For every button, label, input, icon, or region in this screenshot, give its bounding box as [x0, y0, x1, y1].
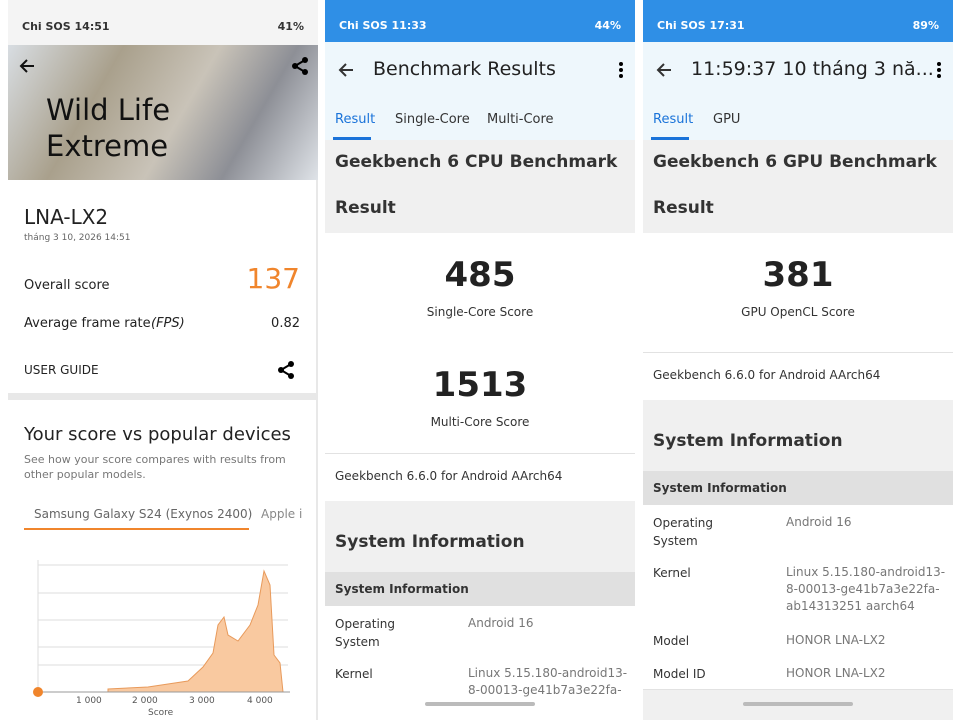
- version: [325, 453, 635, 501]
- overall-label: Overall score: [24, 278, 110, 293]
- status-text: Chi SOS 11:33: [339, 19, 427, 32]
- info-value: Android 16: [468, 616, 534, 630]
- result-card: [8, 180, 316, 393]
- toolbar-title: 11:59:37 10 tháng 3 nă...: [691, 58, 934, 80]
- version-text: Geekbench 6.6.0 for Android AArch64: [335, 469, 563, 483]
- sysinfo-header: [643, 471, 953, 505]
- version: [643, 352, 953, 400]
- info-value: HONOR LNA-LX2: [786, 633, 886, 647]
- battery: 89%: [912, 19, 939, 32]
- toolbar-title: Benchmark Results: [373, 58, 556, 80]
- panel-3dmark: Chi SOS 14:51 41% Wild Life Extreme LNA-…: [8, 0, 318, 720]
- compare-text: See how your score compares with results…: [24, 453, 286, 481]
- status-bar: [8, 0, 318, 45]
- user-guide[interactable]: USER GUIDE: [24, 363, 99, 377]
- framerate-unit: (FPS): [151, 316, 185, 331]
- device-tab[interactable]: Apple i: [261, 507, 303, 521]
- x-axis-label: 3 000: [189, 696, 215, 706]
- score-label: Multi-Core Score: [430, 415, 530, 429]
- status-bar: [325, 0, 635, 42]
- info-key: Kernel: [335, 667, 373, 681]
- device-tab[interactable]: Samsung Galaxy S24 (Exynos 2400): [34, 507, 253, 521]
- toolbar: [643, 42, 953, 140]
- info-value: HONOR LNA-LX2: [786, 666, 886, 680]
- menu-button[interactable]: [929, 60, 949, 84]
- status-text: Chi SOS 17:31: [657, 19, 745, 32]
- share-button[interactable]: [276, 360, 296, 380]
- scores-card: [643, 233, 953, 352]
- section-title: Geekbench 6 GPU Benchmark: [653, 152, 937, 172]
- info-row: [643, 656, 953, 690]
- overall-score: 137: [246, 262, 300, 295]
- sysinfo-header: [325, 572, 635, 606]
- back-button[interactable]: [18, 56, 38, 76]
- sysinfo-title: System Information: [335, 532, 525, 552]
- sysinfo-title: System Information: [653, 431, 843, 451]
- section-title: Geekbench 6 CPU Benchmark: [335, 152, 618, 172]
- nav-handle: [425, 702, 535, 706]
- battery: 44%: [594, 19, 621, 32]
- tab[interactable]: Single-Core: [395, 112, 470, 127]
- battery: 41%: [277, 20, 304, 33]
- framerate-label: Average frame rate: [24, 316, 151, 331]
- info-row: [325, 606, 635, 657]
- date: tháng 3 10, 2026 14:51: [24, 233, 131, 243]
- tab-underline: [24, 528, 249, 530]
- info-value: Android 16: [786, 515, 852, 529]
- info-key: Operating System: [653, 516, 713, 548]
- framerate-value: 0.82: [271, 316, 300, 331]
- tab-underline: [333, 137, 371, 140]
- tab[interactable]: Result: [335, 112, 376, 127]
- score-value: 381: [762, 255, 834, 295]
- panel-gpu: Chi SOS 17:31 89% 11:59:37 10 tháng 3 nă..…: [643, 0, 953, 720]
- back-button[interactable]: [655, 60, 675, 84]
- sysinfo-header-text: System Information: [335, 582, 469, 596]
- toolbar: [325, 42, 635, 140]
- info-value: Linux 5.15.180-android13-8-00013-ge41b7a…: [468, 666, 628, 697]
- tab[interactable]: Result: [653, 112, 694, 127]
- compare-title: Your score vs popular devices: [24, 424, 291, 445]
- header-image: [8, 45, 318, 180]
- version-text: Geekbench 6.6.0 for Android AArch64: [653, 368, 881, 382]
- distribution-chart: [33, 560, 290, 697]
- scores-card: [325, 233, 635, 453]
- section-subtitle: Result: [335, 198, 396, 218]
- status-text: Chi SOS 14:51: [22, 20, 110, 33]
- info-row: [643, 623, 953, 657]
- nav-handle: [743, 702, 853, 706]
- info-key: Model: [653, 634, 690, 648]
- x-axis-title: Score: [148, 708, 174, 718]
- score-value: 1513: [432, 365, 528, 405]
- status-bar: [643, 0, 953, 42]
- x-axis-label: 1 000: [76, 696, 102, 706]
- x-axis-label: 4 000: [247, 696, 273, 706]
- score-value: 485: [444, 255, 516, 295]
- panel-cpu: Chi SOS 11:33 44% Benchmark Results Result S…: [325, 0, 635, 720]
- score-label: Single-Core Score: [426, 305, 534, 319]
- tab[interactable]: GPU: [713, 112, 741, 127]
- x-axis-label: 2 000: [132, 696, 158, 706]
- menu-button[interactable]: [611, 60, 631, 84]
- tab-underline: [651, 137, 689, 140]
- header-title: Wild Life Extreme: [46, 93, 171, 163]
- info-value: Linux 5.15.180-android13-8-00013-ge41b7a…: [786, 565, 946, 613]
- sysinfo-header-text: System Information: [653, 481, 787, 495]
- info-row: [325, 656, 635, 720]
- info-key: Kernel: [653, 566, 691, 580]
- tab[interactable]: Multi-Core: [487, 112, 554, 127]
- score-label: GPU OpenCL Score: [741, 305, 855, 319]
- info-key: Operating System: [335, 617, 395, 649]
- section-subtitle: Result: [653, 198, 714, 218]
- back-button[interactable]: [337, 60, 357, 84]
- share-button[interactable]: [290, 56, 310, 76]
- info-key: Model ID: [653, 667, 706, 681]
- device-name: LNA-LX2: [24, 205, 109, 229]
